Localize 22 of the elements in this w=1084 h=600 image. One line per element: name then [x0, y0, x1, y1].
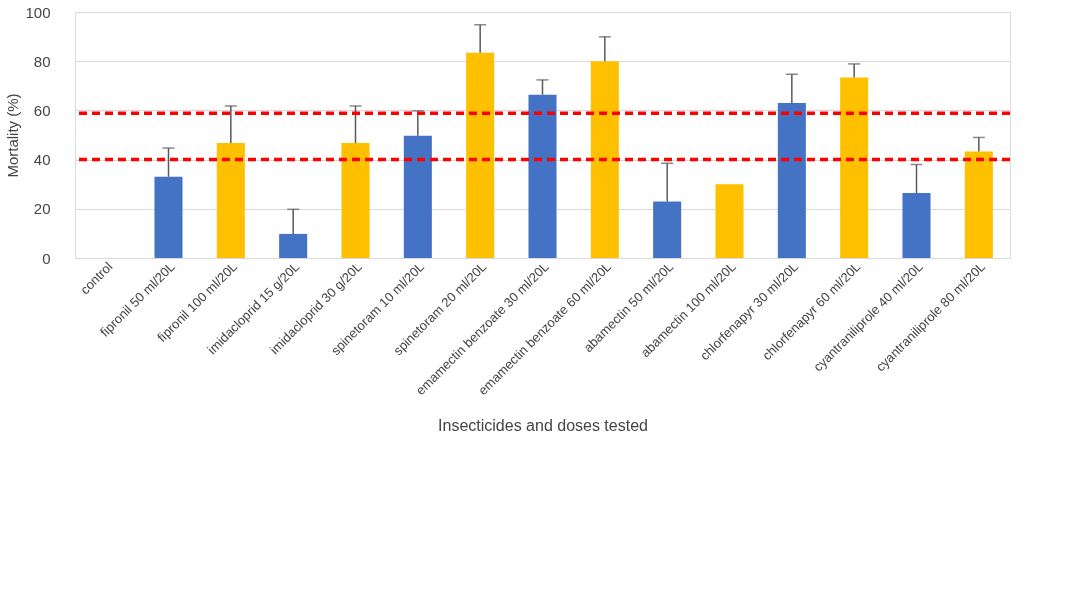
bar — [653, 201, 682, 258]
bar — [341, 143, 370, 258]
y-tick-label: 80 — [33, 52, 51, 70]
bar — [528, 94, 557, 258]
bar — [216, 143, 245, 258]
bar — [403, 135, 432, 258]
bar — [590, 61, 619, 258]
y-axis-title: Mortality (%) — [4, 93, 22, 178]
y-tick-label: 0 — [42, 249, 51, 267]
bar — [154, 176, 183, 258]
y-tick-label: 60 — [33, 101, 51, 119]
bar — [964, 151, 993, 258]
y-tick-label: 40 — [33, 151, 51, 169]
bar — [902, 193, 931, 258]
bar — [466, 52, 495, 258]
bar — [840, 77, 869, 258]
bar — [279, 233, 308, 258]
bar — [715, 184, 744, 258]
y-tick-label: 20 — [33, 200, 51, 218]
y-tick-label: 100 — [25, 3, 51, 21]
bar — [777, 103, 806, 258]
x-axis-title: Insecticides and doses tested — [438, 416, 648, 434]
